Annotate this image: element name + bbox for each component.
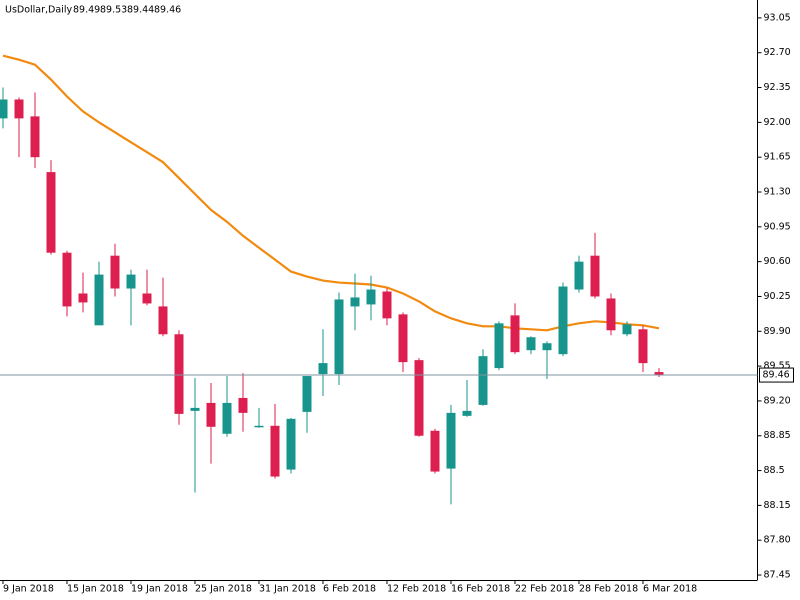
x-tick-label: 25 Jan 2018 bbox=[195, 584, 252, 595]
x-tick-label: 28 Feb 2018 bbox=[579, 584, 638, 595]
ohlc-open: 89.49 bbox=[73, 5, 100, 16]
candle-body bbox=[350, 297, 360, 307]
candle-body bbox=[398, 314, 408, 363]
candle-body bbox=[110, 255, 120, 289]
x-tick-label: 6 Feb 2018 bbox=[323, 584, 376, 595]
x-tick-label: 19 Jan 2018 bbox=[131, 584, 188, 595]
y-tick-label: 89.90 bbox=[764, 326, 791, 337]
x-tick-label: 31 Jan 2018 bbox=[259, 584, 316, 595]
candle-body bbox=[78, 293, 88, 303]
x-tick-label: 12 Feb 2018 bbox=[387, 584, 446, 595]
candle-body bbox=[158, 306, 168, 335]
x-tick-label: 15 Jan 2018 bbox=[67, 584, 124, 595]
candle-body bbox=[510, 315, 520, 353]
candle-body bbox=[446, 412, 456, 469]
y-tick-label: 88.5 bbox=[764, 465, 785, 476]
candle-body bbox=[270, 425, 280, 477]
candle-body bbox=[478, 356, 488, 405]
current-price-box bbox=[759, 367, 794, 383]
y-tick-label: 89.55 bbox=[764, 361, 791, 372]
candle-body bbox=[62, 252, 72, 307]
candle-body bbox=[526, 337, 536, 351]
candle-body bbox=[414, 360, 424, 436]
y-tick-label: 92.70 bbox=[764, 47, 791, 58]
candle-body bbox=[462, 410, 472, 416]
y-tick-label: 91.30 bbox=[764, 187, 791, 198]
y-tick-label: 88.15 bbox=[764, 500, 791, 511]
candle-body bbox=[206, 402, 216, 427]
candle-body bbox=[94, 274, 104, 326]
ohlc-low: 89.44 bbox=[127, 5, 154, 16]
y-tick-label: 91.65 bbox=[764, 152, 791, 163]
candle-body bbox=[0, 99, 8, 119]
y-tick-label: 93.05 bbox=[764, 12, 791, 23]
candle-body bbox=[574, 261, 584, 290]
ohlc-high: 89.53 bbox=[100, 5, 127, 16]
y-tick-label: 90.25 bbox=[764, 291, 791, 302]
y-tick-label: 88.85 bbox=[764, 430, 791, 441]
candle-body bbox=[222, 402, 232, 434]
candle-body bbox=[238, 397, 248, 413]
candle-body bbox=[430, 430, 440, 472]
moving-average bbox=[2, 54, 660, 332]
y-tick-label: 87.45 bbox=[764, 570, 791, 581]
current-price-label: 89.46 bbox=[763, 370, 790, 381]
candle-body bbox=[542, 343, 552, 351]
x-tick-label: 9 Jan 2018 bbox=[3, 584, 54, 595]
candle-body bbox=[190, 407, 200, 411]
candle-body bbox=[14, 99, 24, 119]
candle-body bbox=[286, 418, 296, 470]
candle-body bbox=[622, 324, 632, 335]
candle-body bbox=[382, 291, 392, 319]
candle-body bbox=[318, 363, 328, 375]
y-tick-label: 92.00 bbox=[764, 117, 791, 128]
x-tick-label: 16 Feb 2018 bbox=[451, 584, 510, 595]
y-tick-label: 92.35 bbox=[764, 82, 791, 93]
candle-body bbox=[254, 425, 264, 428]
candle-body bbox=[142, 293, 152, 304]
candle-body bbox=[174, 334, 184, 414]
x-tick-label: 22 Feb 2018 bbox=[515, 584, 574, 595]
x-tick-label: 6 Mar 2018 bbox=[643, 584, 697, 595]
y-tick-label: 90.95 bbox=[764, 221, 791, 232]
candle-body bbox=[126, 274, 136, 289]
candle-body bbox=[46, 172, 56, 253]
y-tick-label: 89.20 bbox=[764, 395, 791, 406]
chart-title: UsDollar,Daily bbox=[5, 5, 72, 16]
candle-body bbox=[366, 289, 376, 305]
candle-body bbox=[638, 329, 648, 364]
candle-body bbox=[606, 298, 616, 331]
ohlc-close: 89.46 bbox=[154, 5, 181, 16]
y-tick-label: 87.80 bbox=[764, 535, 791, 546]
candle-body bbox=[590, 255, 600, 297]
candle-body bbox=[558, 286, 568, 355]
candle-body bbox=[494, 323, 504, 369]
y-tick-label: 90.60 bbox=[764, 256, 791, 267]
candle-body bbox=[302, 376, 312, 412]
candle-body bbox=[654, 372, 664, 376]
candle-body bbox=[30, 116, 40, 158]
candle-body bbox=[334, 299, 344, 375]
